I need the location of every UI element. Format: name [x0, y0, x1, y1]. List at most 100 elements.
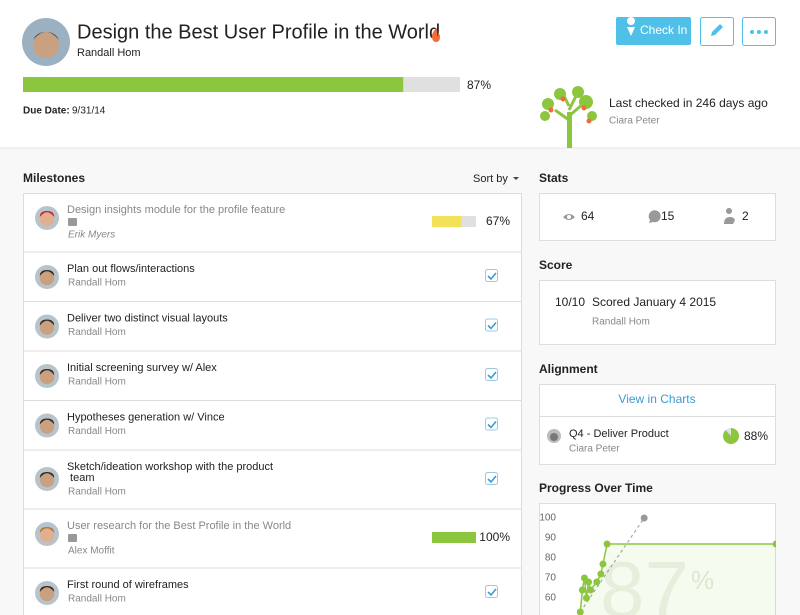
- sort-label: Sort by: [473, 173, 508, 185]
- avatar-hair: [39, 369, 55, 375]
- score-by: Randall Hom: [592, 317, 650, 328]
- milestone-row[interactable]: User research for the Best Profile in th…: [67, 520, 291, 532]
- progress-point: [585, 578, 593, 586]
- milestone-progress-label: 100%: [479, 530, 510, 544]
- milestone-title: User research for the Best Profile in th…: [67, 520, 291, 532]
- milestone-row[interactable]: Design insights module for the profile f…: [67, 204, 285, 216]
- milestone-list: [23, 193, 522, 615]
- followers-icon: [724, 208, 735, 224]
- view-charts-link[interactable]: View in Charts: [618, 392, 695, 406]
- alignment-progress-label: 88%: [744, 429, 768, 443]
- milestone-owner: Alex Moffit: [68, 546, 115, 557]
- progress-point: [599, 560, 607, 568]
- due-date: 9/31/14: [72, 106, 106, 117]
- avatar-hair: [39, 211, 55, 217]
- checkmark: [487, 475, 497, 484]
- alignment-owner: Ciara Peter: [569, 444, 620, 455]
- score-box: [539, 280, 776, 345]
- progress-fill: [432, 532, 476, 543]
- milestone-title: First round of wireframes: [67, 579, 189, 591]
- milestone-row[interactable]: Deliver two distinct visual layouts: [67, 312, 228, 324]
- milestone-row[interactable]: Plan out flows/interactions: [67, 263, 195, 275]
- area: [580, 544, 776, 615]
- due-date-label: Due Date:: [23, 106, 70, 117]
- progress-point: [772, 540, 776, 548]
- avatar-hair: [39, 527, 55, 533]
- milestone-title: Plan out flows/interactions: [67, 263, 195, 275]
- pie-fill: [723, 428, 739, 444]
- progress-point: [582, 594, 590, 602]
- milestone-title: Sketch/ideation workshop with the produc…: [67, 461, 273, 484]
- tree-icon: [540, 86, 597, 148]
- watermark: 87: [600, 545, 689, 615]
- flame-icon: [431, 28, 440, 42]
- milestone-row[interactable]: Initial screening survey w/ Alex: [67, 362, 217, 374]
- y-tick-label: 70: [545, 573, 557, 584]
- milestone-owner: Erik Myers: [68, 230, 115, 241]
- progress-point: [576, 608, 584, 615]
- milestone-title: Deliver two distinct visual layouts: [67, 312, 228, 324]
- views-icon: [563, 214, 575, 220]
- score-value: 10/10: [555, 295, 585, 309]
- progress-fill: [432, 216, 462, 227]
- chart-title: Progress Over Time: [539, 481, 653, 495]
- check-in-button[interactable]: Check In: [616, 17, 691, 45]
- milestone-progress-label: 67%: [486, 214, 510, 228]
- alignment-item: Q4 - Deliver Product: [569, 428, 669, 440]
- avatar: [22, 18, 70, 66]
- milestone-title: Design insights module for the profile f…: [67, 204, 285, 216]
- milestone-row[interactable]: First round of wireframes: [67, 579, 189, 591]
- checkbox: [485, 368, 498, 381]
- avatar-face: [39, 369, 55, 385]
- checkmark: [487, 272, 497, 281]
- comments-icon: [648, 210, 661, 223]
- projection-line: [579, 517, 645, 613]
- progress-label: 87%: [467, 78, 491, 92]
- edit-button[interactable]: [700, 17, 734, 46]
- last-checked: Last checked in 246 days ago: [609, 96, 768, 110]
- checkbox: [485, 417, 498, 431]
- milestone-title: Hypotheses generation w/ Vince: [67, 411, 225, 423]
- milestone-row[interactable]: Sketch/ideation workshop with the produc…: [67, 461, 273, 484]
- y-tick-label: 100: [539, 513, 556, 524]
- progress-fill: [23, 77, 404, 92]
- check-in-label: Check In: [640, 23, 687, 37]
- avatar-face: [39, 270, 55, 286]
- milestone-owner: Randall Hom: [68, 426, 126, 437]
- alignment-box: [539, 384, 776, 465]
- milestone-owner: Randall Hom: [68, 377, 126, 388]
- y-tick-label: 60: [545, 593, 557, 604]
- score-text: Scored January 4 2015: [592, 295, 716, 309]
- milestones-title: Milestones: [23, 171, 85, 185]
- avatar-hair: [39, 270, 55, 276]
- avatar-face: [39, 211, 55, 227]
- more-button[interactable]: [742, 17, 776, 46]
- views: 64: [581, 209, 595, 223]
- comments: 15: [661, 209, 675, 223]
- progress-point: [578, 586, 586, 594]
- avatar-hair: [39, 472, 55, 478]
- avatar-face: [39, 527, 55, 543]
- avatar-hair: [39, 586, 55, 592]
- milestone-title: Initial screening survey w/ Alex: [67, 362, 217, 374]
- watermark-unit: %: [691, 565, 714, 595]
- avatar-face: [39, 320, 55, 335]
- alignment-avatar: [547, 429, 561, 443]
- projection-point: [640, 514, 648, 522]
- milestone-owner: Randall Hom: [68, 327, 126, 338]
- checkmark: [487, 588, 497, 597]
- y-tick-label: 90: [545, 533, 557, 544]
- avatar-face: [39, 586, 55, 602]
- progress-point: [603, 540, 611, 548]
- milestone-owner: Randall Hom: [68, 594, 126, 605]
- lock-icon: [68, 218, 77, 226]
- last-checked-by: Ciara Peter: [609, 116, 660, 127]
- checkmark: [487, 371, 497, 380]
- avatar-face: [39, 419, 55, 434]
- sort-button[interactable]: Sort by: [473, 173, 519, 185]
- milestone-row[interactable]: Hypotheses generation w/ Vince: [67, 411, 225, 423]
- owner: Randall Hom: [77, 47, 141, 59]
- milestone-owner: Randall Hom: [68, 278, 126, 289]
